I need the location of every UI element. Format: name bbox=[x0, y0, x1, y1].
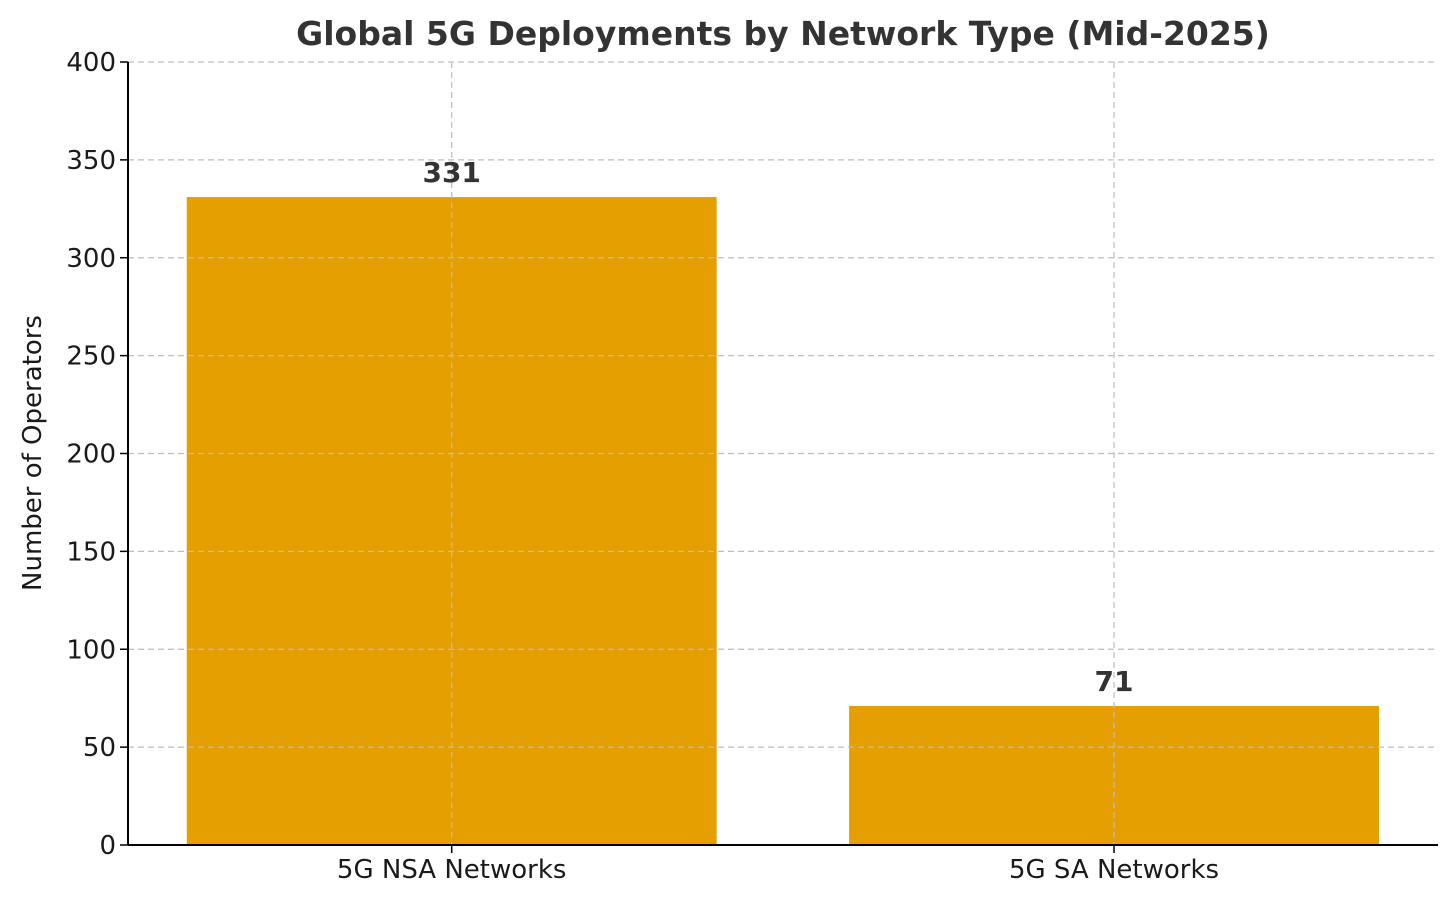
ticks: 0 50 100 150 200 250 300 350 400 5G NSA Networks 5… bbox=[66, 48, 1219, 885]
data-label-0: 331 bbox=[422, 156, 480, 189]
x-tick-label-1: 5G SA Networks bbox=[1009, 855, 1219, 885]
y-tick-label-7: 350 bbox=[66, 146, 116, 176]
y-tick-label-8: 400 bbox=[66, 48, 116, 78]
y-tick-label-2: 100 bbox=[66, 635, 116, 665]
data-label-1: 71 bbox=[1095, 665, 1134, 698]
x-tick-label-0: 5G NSA Networks bbox=[337, 855, 567, 885]
chart-title: Global 5G Deployments by Network Type (M… bbox=[296, 14, 1270, 53]
y-tick-label-5: 250 bbox=[66, 342, 116, 372]
y-tick-label-4: 200 bbox=[66, 440, 116, 470]
data-labels: 331 71 bbox=[422, 156, 1133, 698]
bars bbox=[186, 197, 1379, 845]
y-tick-label-0: 0 bbox=[99, 831, 116, 861]
y-tick-label-1: 50 bbox=[83, 733, 116, 763]
y-tick-label-3: 150 bbox=[66, 537, 116, 567]
y-axis-label: Number of Operators bbox=[18, 315, 48, 591]
y-tick-label-6: 300 bbox=[66, 244, 116, 274]
